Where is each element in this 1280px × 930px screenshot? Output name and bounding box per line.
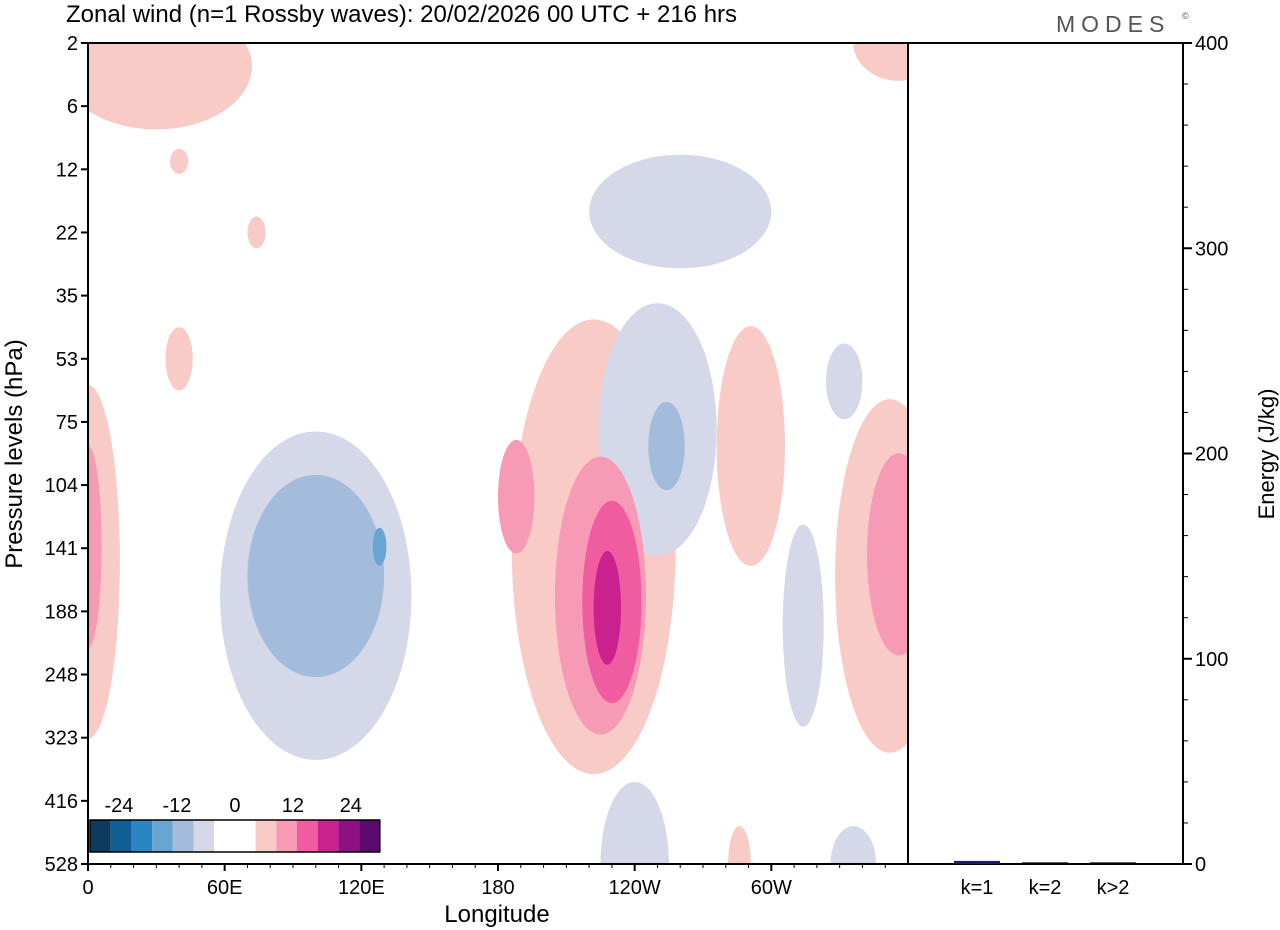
colorbar-swatch [152, 820, 173, 852]
colorbar-swatch [317, 820, 339, 852]
x-tick-label: 0 [82, 877, 93, 899]
energy-tick-label: 300 [1195, 238, 1228, 260]
x-tick-label: 120E [338, 877, 385, 899]
colorbar-swatch [276, 820, 297, 852]
contour-top-left-pos [88, 43, 252, 130]
contour-central-pos-upper [498, 439, 535, 554]
energy-tick-label: 0 [1195, 854, 1206, 876]
y-tick-label: 104 [45, 475, 78, 497]
colorbar-swatch [110, 820, 132, 852]
energy-tick-label: 200 [1195, 444, 1228, 466]
y-tick-label: 141 [45, 538, 78, 560]
brand-name: MODES [1056, 11, 1170, 37]
contour-top-right-pos [853, 43, 908, 81]
colorbar-label: 24 [340, 795, 362, 817]
contour-america-pos [716, 326, 785, 567]
bar-k=2 [1022, 862, 1068, 864]
colorbar: -24 -12 0 12 24 [89, 795, 381, 853]
x-tick-label: 180 [481, 877, 514, 899]
contour-atlantic-neg [826, 343, 863, 420]
colorbar-label: -12 [162, 795, 191, 817]
x-tick-label: 120W [609, 877, 661, 899]
y-tick-label: 12 [56, 159, 78, 181]
colorbar-swatch [193, 820, 215, 852]
bar-label-k=1: k=1 [961, 877, 994, 899]
y-tick-label: 248 [45, 665, 78, 687]
contour-pacific-neg-core [372, 527, 387, 566]
colorbar-label: 0 [229, 795, 240, 817]
colorbar-swatch [255, 820, 277, 852]
contour-bottom-neg-2 [830, 826, 877, 864]
contour-bottom-neg-1 [600, 781, 669, 864]
bar-label-k>2: k>2 [1097, 877, 1130, 899]
energy-tick-label: 400 [1195, 33, 1228, 55]
contour-pacific-neg-inner [247, 474, 385, 678]
colorbar-swatch [131, 820, 153, 852]
colorbar-swatch [172, 820, 194, 852]
colorbar-swatch [338, 820, 360, 852]
contour-lower-neg [782, 524, 824, 727]
contour-strat-pos-1 [170, 148, 189, 175]
colorbar-swatch [90, 820, 111, 852]
contour-strat-pos-3 [165, 327, 193, 391]
bar-k=1 [954, 860, 1000, 864]
colorbar-label: 12 [282, 795, 304, 817]
energy-bars: k=1 k=2 k>2 [954, 860, 1136, 899]
y-tick-label: 188 [45, 601, 78, 623]
colorbar-swatch [297, 820, 318, 852]
y-tick-label: 6 [67, 96, 78, 118]
y-tick-label: 22 [56, 222, 78, 244]
contour-layer [88, 43, 908, 864]
contour-bottom-pos-1 [728, 826, 751, 864]
y-axis-label: Pressure levels (hPa) [1, 339, 28, 568]
contour-eastpac-neg-inner [648, 401, 685, 491]
bar-k>2 [1090, 862, 1136, 864]
colorbar-label: -24 [105, 795, 134, 817]
map-frame [87, 42, 909, 865]
x-tick-label: 60E [207, 877, 243, 899]
y-tick-label: 528 [45, 854, 78, 876]
chart-title: Zonal wind (n=1 Rossby waves): 20/02/202… [66, 1, 737, 28]
contour-central-pos-core [593, 551, 621, 665]
colorbar-swatch [214, 820, 235, 852]
y-tick-label: 323 [45, 728, 78, 750]
colorbar-border [89, 819, 381, 853]
colorbar-swatch [234, 820, 256, 852]
y-tick-label: 416 [45, 791, 78, 813]
contour-west-top-neg [589, 154, 772, 269]
energy-tick-label: 100 [1195, 649, 1228, 671]
contour-east-edge-pos-inner [867, 453, 908, 656]
x-tick-label: 60W [751, 877, 792, 899]
brand-logo: MODES © [1056, 11, 1189, 37]
contour-west-edge-pos-inner [88, 445, 102, 648]
x-axis-label: Longitude [444, 901, 549, 928]
colorbar-swatch [359, 820, 380, 852]
y-tick-label: 2 [67, 33, 78, 55]
y-tick-label: 75 [56, 412, 78, 434]
brand-mark: © [1182, 11, 1189, 21]
bar-label-k=2: k=2 [1029, 877, 1062, 899]
y-tick-label: 53 [56, 349, 78, 371]
contour-strat-pos-2 [247, 216, 266, 249]
y-tick-label: 35 [56, 286, 78, 308]
energy-axis-label: Energy (J/kg) [1254, 389, 1279, 520]
